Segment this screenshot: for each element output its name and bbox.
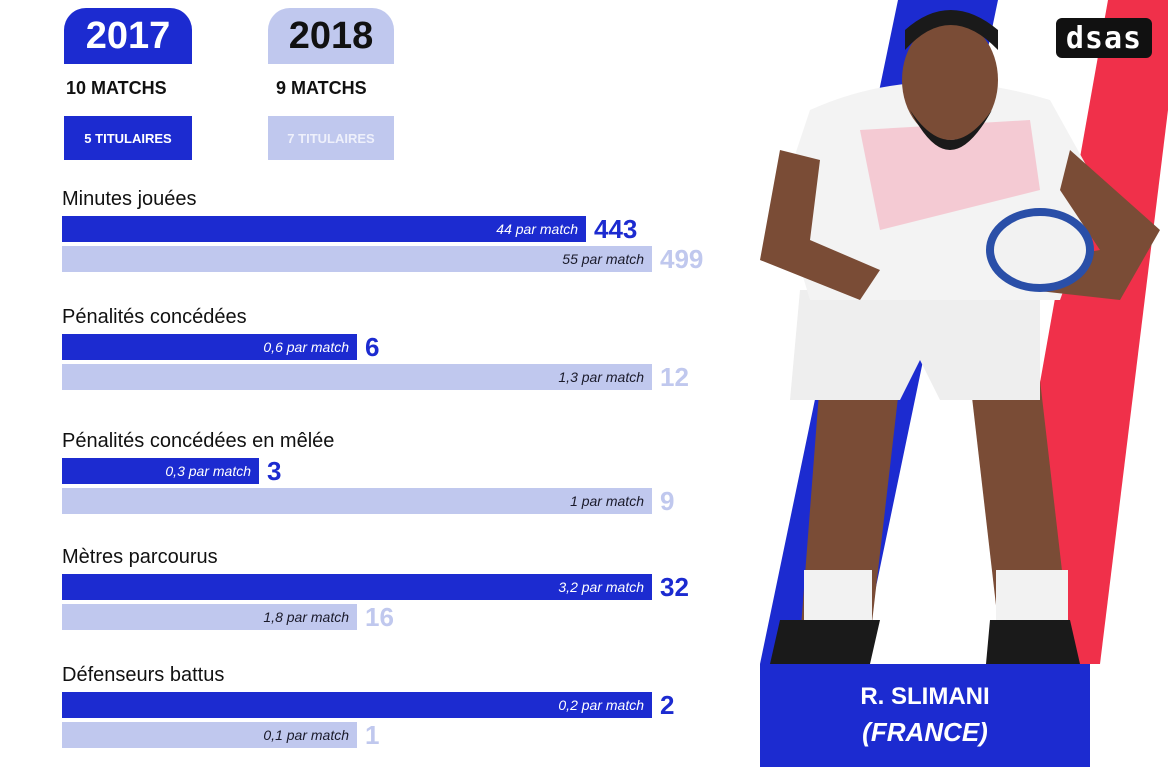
bar-value-2018: 1	[365, 720, 380, 750]
bar-2018: 1,3 par match	[62, 364, 652, 390]
bar-per-match-label: 0,3 par match	[165, 463, 251, 479]
matchs-count-2017: 10 MATCHS	[66, 78, 167, 98]
bar-2017: 0,2 par match	[62, 692, 652, 718]
bar-per-match-label: 1 par match	[570, 493, 644, 509]
matchs-count-2018: 9 MATCHS	[276, 78, 367, 98]
player-country: (FRANCE)	[862, 717, 988, 747]
stat-title: Pénalités concédées en mêlée	[62, 430, 335, 452]
year-tab-2018: 2018	[268, 8, 394, 64]
bar-per-match-label: 55 par match	[562, 251, 644, 267]
player-left-arm	[760, 150, 880, 300]
bar-per-match-label: 1,3 par match	[558, 369, 644, 385]
bar-2017: 0,3 par match	[62, 458, 259, 484]
bar-per-match-label: 0,1 par match	[263, 727, 349, 743]
bar-2017: 0,6 par match	[62, 334, 357, 360]
player-name-box: R. SLIMANI (FRANCE)	[760, 664, 1090, 767]
bar-value-2017: 32	[660, 572, 689, 602]
stat-title: Minutes jouées	[62, 188, 197, 210]
player-right-boot	[986, 620, 1080, 664]
stat-title: Pénalités concédées	[62, 306, 247, 328]
bar-per-match-label: 0,6 par match	[263, 339, 349, 355]
dsas-logo: dsas	[1056, 18, 1152, 58]
bar-value-2017: 2	[660, 690, 675, 720]
bar-2018: 1,8 par match	[62, 604, 357, 630]
bar-value-2017: 6	[365, 332, 380, 362]
bar-2017: 44 par match	[62, 216, 586, 242]
year-tab-2017: 2017	[64, 8, 192, 64]
rugby-ball	[986, 208, 1094, 292]
bar-2018: 55 par match	[62, 246, 652, 272]
player-illustration	[760, 0, 1168, 664]
player-photo	[740, 0, 1168, 767]
stat-title: Défenseurs battus	[62, 664, 225, 686]
bar-2018: 1 par match	[62, 488, 652, 514]
bar-per-match-label: 3,2 par match	[558, 579, 644, 595]
bar-value-2018: 12	[660, 362, 689, 392]
titulaires-2017: 5 TITULAIRES	[64, 116, 192, 160]
bar-per-match-label: 0,2 par match	[558, 697, 644, 713]
bar-value-2018: 499	[660, 244, 704, 274]
player-beard	[910, 110, 992, 150]
bar-per-match-label: 44 par match	[496, 221, 578, 237]
bar-value-2017: 443	[594, 214, 638, 244]
player-shorts	[790, 290, 1040, 400]
titulaires-2018: 7 TITULAIRES	[268, 116, 394, 160]
bar-value-2018: 9	[660, 486, 675, 516]
bar-value-2017: 3	[267, 456, 282, 486]
player-head	[902, 20, 998, 140]
bar-value-2018: 16	[365, 602, 394, 632]
stat-title: Mètres parcourus	[62, 546, 218, 568]
bar-per-match-label: 1,8 par match	[263, 609, 349, 625]
bar-2018: 0,1 par match	[62, 722, 357, 748]
player-left-boot	[770, 620, 880, 664]
player-name: R. SLIMANI	[860, 683, 990, 710]
bar-2017: 3,2 par match	[62, 574, 652, 600]
